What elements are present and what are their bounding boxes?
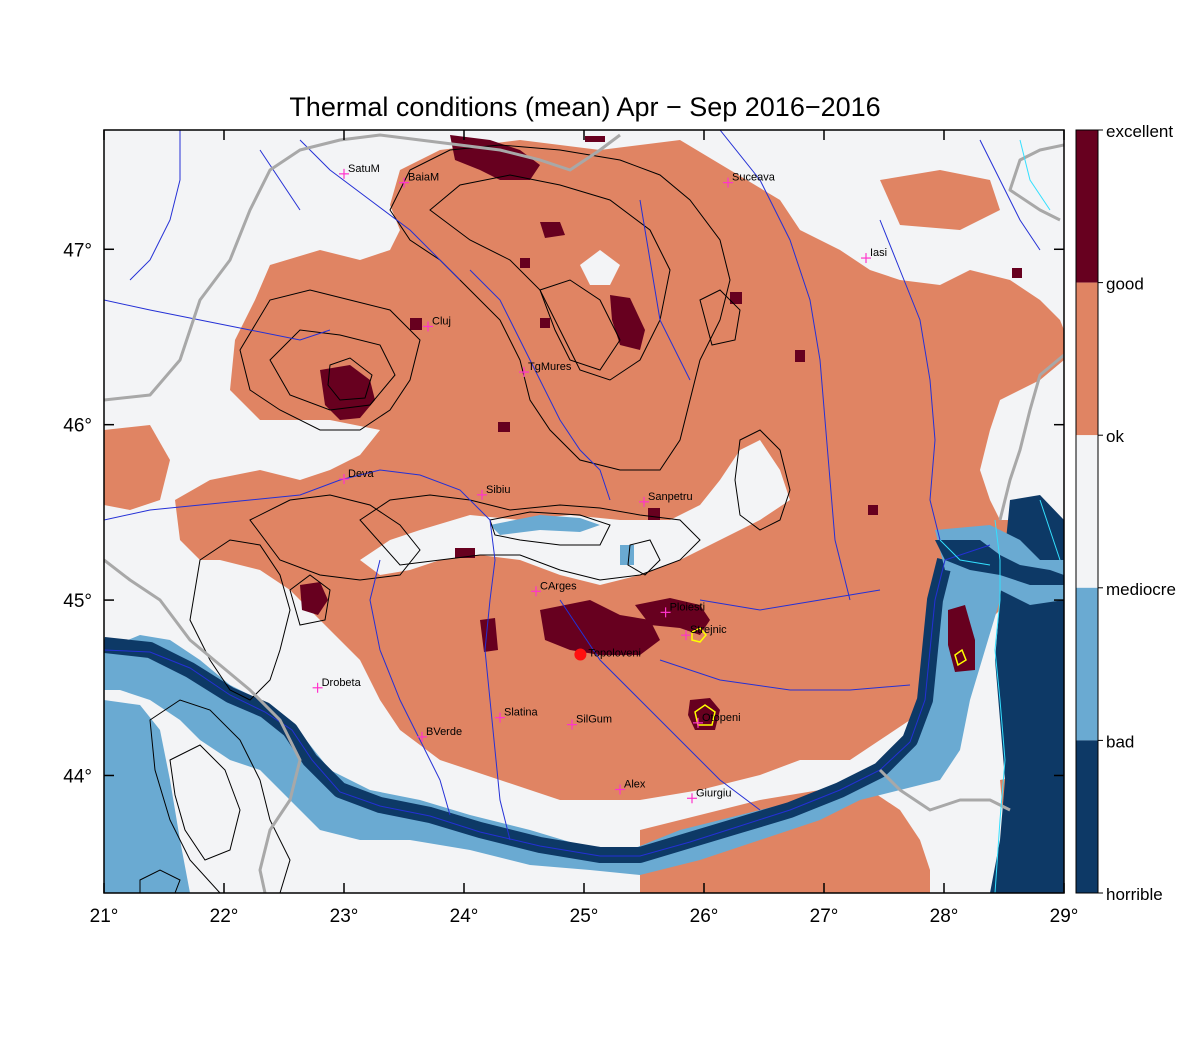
elevation-contours: [139, 144, 791, 893]
x-tick-label: 24°: [450, 906, 479, 927]
legend-label: bad: [1106, 732, 1134, 751]
city-carges: CArges: [531, 580, 577, 597]
legend-swatch: [1076, 130, 1098, 283]
legend-swatch: [1076, 740, 1098, 893]
city-tgmures: TgMures: [519, 361, 572, 378]
city-label: Giurgiu: [696, 787, 731, 799]
city-label: Alex: [624, 779, 646, 791]
legend-label: ok: [1106, 427, 1124, 446]
y-tick-label: 44°: [63, 766, 92, 787]
city-label: BVerde: [426, 726, 462, 738]
site-label: Topoloveni: [588, 647, 641, 659]
legend-label: good: [1106, 275, 1144, 294]
ok-hole-east-carpathians: [580, 250, 620, 285]
y-tick-label: 45°: [63, 591, 92, 612]
city-label: BaiaM: [408, 172, 439, 184]
city-sibiu: Sibiu: [477, 484, 510, 500]
legend-swatch: [1076, 587, 1098, 741]
x-tick-label: 26°: [690, 906, 719, 927]
city-alex: Alex: [615, 779, 646, 795]
map-title: Thermal conditions (mean) Apr − Sep 2016…: [289, 92, 881, 122]
legend-swatch: [1076, 435, 1098, 588]
excellent-patches: [300, 135, 1022, 730]
city-slatina: Slatina: [495, 707, 539, 723]
city-label: SatuM: [348, 163, 380, 175]
city-silgum: SilGum: [567, 714, 612, 730]
city-strejnic: Strejnic: [681, 624, 727, 641]
city-label: Iasi: [870, 247, 887, 259]
bad-danube-line: [104, 558, 953, 863]
city-label: Cluj: [432, 315, 451, 327]
city-label: CArges: [540, 580, 577, 592]
axes: 21° 22° 23° 24° 25° 26° 27° 28° 29° 47° 46° 45° 44°: [63, 130, 1078, 927]
city-label: TgMures: [528, 361, 572, 373]
legend-swatch: [1076, 282, 1098, 436]
city-suceava: Suceava: [723, 172, 776, 188]
city-sanpetru: Sanpetru: [639, 491, 693, 507]
legend-label: mediocre: [1106, 580, 1176, 599]
good-region-north: [880, 170, 1000, 230]
mediocre-west-strip: [104, 700, 190, 893]
city-label: Sibiu: [486, 484, 510, 496]
mediocre-fagaras-strip: [490, 515, 600, 535]
country-borders: [104, 133, 1064, 893]
city-iasi: Iasi: [861, 247, 887, 264]
city-drobeta: Drobeta: [312, 677, 362, 693]
good-region-west: [104, 425, 170, 510]
city-label: SilGum: [576, 714, 612, 726]
city-label: Deva: [348, 468, 375, 480]
city-label: Otopeni: [702, 712, 741, 724]
good-region-south: [640, 790, 930, 893]
city-deva: Deva: [339, 468, 375, 485]
city-label: Strejnic: [690, 624, 727, 636]
x-tick-label: 27°: [810, 906, 839, 927]
city-giurgiu: Giurgiu: [687, 787, 731, 804]
city-label: Sanpetru: [648, 491, 693, 503]
x-tick-label: 28°: [930, 906, 959, 927]
city-otopeni: Otopeni: [693, 712, 741, 728]
city-cluj: Cluj: [423, 315, 451, 332]
city-satum: SatuM: [339, 163, 380, 179]
legend-frame: [1075, 129, 1099, 894]
x-tick-label: 22°: [210, 906, 239, 927]
city-label: Drobeta: [322, 677, 362, 689]
x-tick-label: 21°: [90, 906, 119, 927]
city-label: Suceava: [732, 172, 776, 184]
site-marker: Topoloveni: [574, 647, 641, 661]
city-markers: SatuM BaiaM Suceava Iasi Cluj TgMures Deva Sibi…: [312, 163, 887, 804]
ok-hole-southwest: [104, 560, 640, 893]
y-tick-label: 47°: [63, 240, 92, 261]
city-label: Slatina: [504, 707, 539, 719]
y-tick-label: 46°: [63, 416, 92, 437]
mediocre-patch: [620, 545, 634, 565]
coastline: [939, 139, 1061, 893]
x-tick-label: 23°: [330, 906, 359, 927]
city-baiam: BaiaM: [399, 172, 439, 188]
city-bverde: BVerde: [417, 726, 462, 742]
rivers: [104, 130, 1041, 857]
legend-colorbar: excellent good ok mediocre bad horrible: [1075, 122, 1176, 904]
site-dot-icon: [574, 648, 587, 661]
legend-label: excellent: [1106, 122, 1173, 141]
x-tick-label: 25°: [570, 906, 599, 927]
x-tick-label: 29°: [1050, 906, 1079, 927]
legend-label: horrible: [1106, 885, 1163, 904]
city-label: Ploiesti: [670, 601, 705, 613]
city-ploiesti: Ploiesti: [660, 601, 705, 618]
